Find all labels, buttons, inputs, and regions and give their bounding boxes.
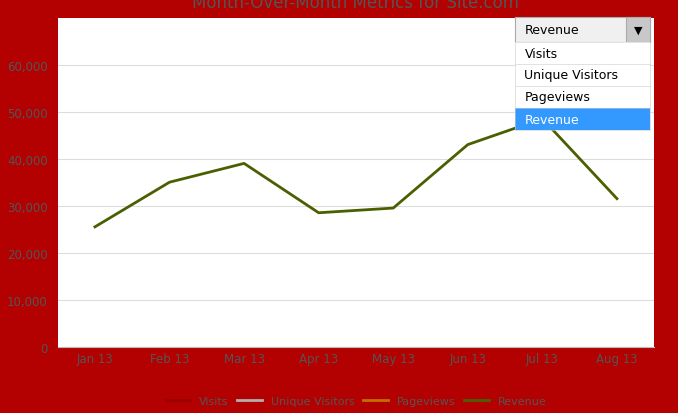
- Legend: Visits, Unique Visitors, Pageviews, Revenue: Visits, Unique Visitors, Pageviews, Reve…: [161, 392, 551, 411]
- Text: ▼: ▼: [634, 26, 642, 36]
- Text: Revenue: Revenue: [525, 113, 579, 126]
- Text: Revenue: Revenue: [525, 24, 579, 37]
- Bar: [626, 18, 650, 43]
- Text: Unique Visitors: Unique Visitors: [525, 69, 618, 82]
- Text: Visits: Visits: [525, 47, 557, 60]
- Text: Pageviews: Pageviews: [525, 91, 591, 104]
- Title: Month-Over-Month Metrics for Site.com: Month-Over-Month Metrics for Site.com: [193, 0, 519, 12]
